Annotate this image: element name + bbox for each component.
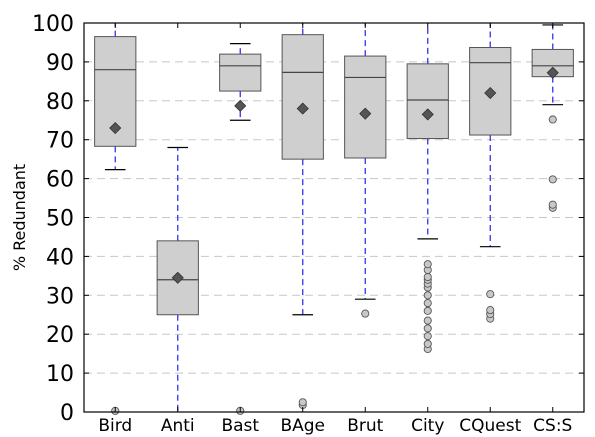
x-tick-label: City [411, 416, 444, 436]
y-tick-label: 50 [46, 207, 74, 232]
box-group-brut [344, 23, 387, 318]
y-tick-label: 40 [46, 245, 74, 270]
mean-marker [359, 107, 372, 120]
y-tick-label: 20 [46, 323, 74, 348]
y-tick-label: 10 [46, 362, 74, 387]
box [406, 63, 449, 140]
x-tick-label: CQuest [459, 416, 521, 436]
box-group-anti [156, 146, 199, 412]
outlier-point [548, 175, 557, 184]
mean-marker [296, 102, 309, 115]
x-tick-label: Brut [347, 416, 383, 436]
outlier-point [423, 260, 432, 269]
y-tick-label: 70 [46, 129, 74, 154]
y-tick-label: 60 [46, 168, 74, 193]
x-tick-label: Bast [221, 416, 259, 436]
mean-marker [546, 66, 559, 79]
y-axis-label: % Redundant [10, 164, 29, 271]
box-group-bird [94, 23, 137, 415]
outlier-point [423, 291, 432, 300]
x-tick-label: Bird [98, 416, 132, 436]
mean-marker [171, 271, 184, 284]
outlier-point [423, 339, 432, 348]
box-group-css [531, 24, 574, 212]
outlier-point [298, 398, 307, 407]
y-tick-label: 30 [46, 284, 74, 309]
mean-marker [421, 108, 434, 121]
y-tick-label: 90 [46, 51, 74, 76]
mean-marker [484, 86, 497, 100]
y-tick-label: 0 [60, 401, 74, 426]
box-group-cquest [469, 23, 512, 323]
outlier-point [548, 200, 557, 209]
outlier-point [423, 272, 432, 282]
box [281, 34, 324, 160]
y-tick-label: 100 [32, 12, 74, 37]
box-group-bage [281, 23, 324, 410]
outlier-point [361, 309, 370, 318]
box [219, 53, 262, 92]
x-tick-label: Anti [161, 416, 195, 436]
outlier-point [423, 324, 432, 333]
x-tick-label: CS:S [533, 416, 572, 436]
mean-marker [109, 121, 122, 135]
outlier-point [548, 115, 557, 124]
outlier-point [423, 299, 432, 308]
outlier-point [423, 306, 432, 315]
outlier-point [486, 290, 495, 299]
y-axis: 0 10 20 30 40 50 60 70 80 90 100 [32, 12, 584, 426]
y-tick-label: 80 [46, 90, 74, 115]
outlier-point [486, 306, 495, 315]
box-group-bast [219, 43, 262, 415]
x-axis: Bird Anti Bast BAge Brut City CQuest CS:S [98, 23, 572, 436]
outlier-point [423, 332, 432, 341]
box-group-city [406, 23, 449, 354]
box [344, 55, 387, 159]
mean-marker [234, 99, 247, 112]
outlier-point [423, 316, 432, 325]
boxes [94, 23, 574, 415]
x-tick-label: BAge [280, 416, 325, 436]
